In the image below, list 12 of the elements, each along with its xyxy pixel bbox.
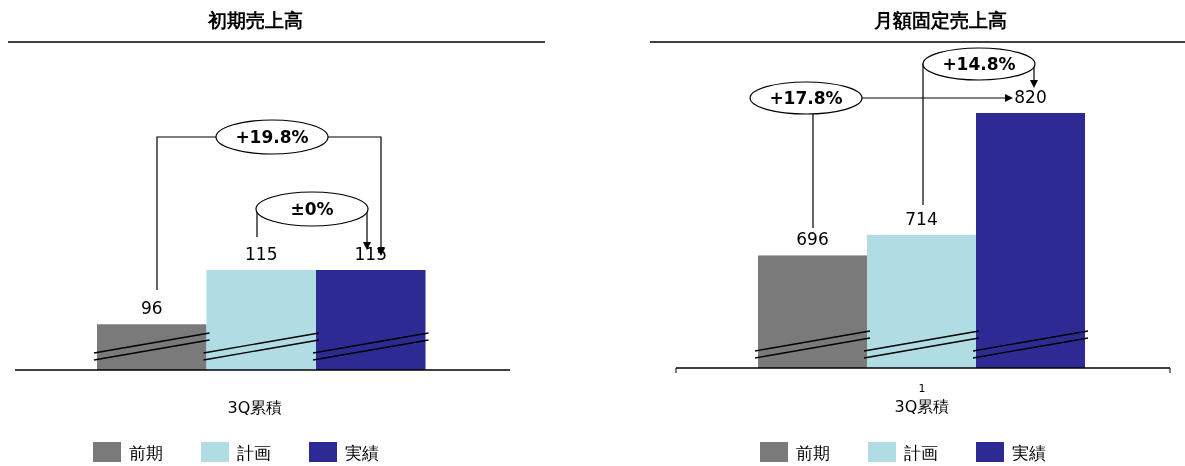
chart-title: 月額固定売上高: [872, 9, 1007, 31]
data-label: 714: [905, 208, 938, 229]
legend: 前期 計画 実績: [93, 442, 379, 463]
data-label: 696: [796, 229, 829, 250]
chart-title: 初期売上高: [206, 9, 303, 31]
data-label: 115: [245, 244, 278, 264]
x-axis-title: 3Q累積: [227, 398, 283, 417]
x-axis-title: 3Q累積: [894, 397, 950, 416]
text: 1: [918, 382, 926, 395]
legend: 前期 計画 実績: [760, 442, 1046, 463]
data-label: 820: [1014, 87, 1047, 107]
data-label: 96: [140, 298, 163, 319]
